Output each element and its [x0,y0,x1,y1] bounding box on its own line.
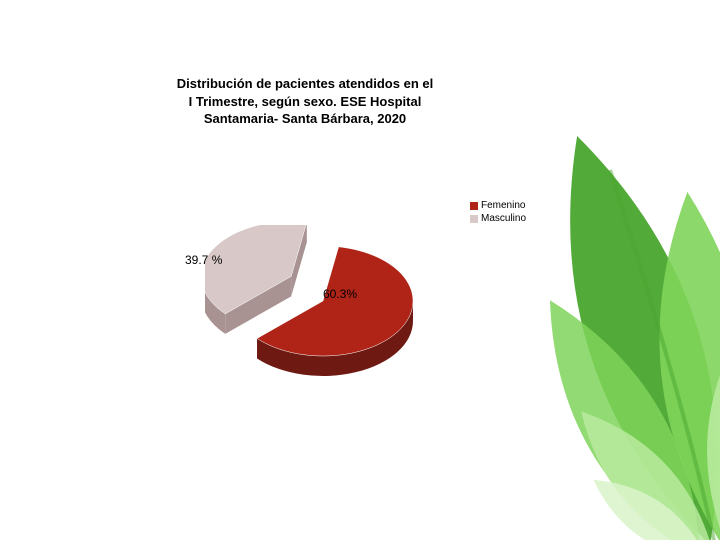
legend-item-femenino: Femenino [470,200,526,211]
chart-title: Distribución de pacientes atendidos en e… [175,75,435,128]
legend-marker-femenino [470,202,478,210]
legend-item-masculino: Masculino [470,213,526,224]
leaf-decoration [460,0,720,540]
chart-legend: Femenino Masculino [470,200,526,226]
legend-label-femenino: Femenino [481,200,525,211]
legend-label-masculino: Masculino [481,213,526,224]
pie-chart [205,225,425,395]
legend-marker-masculino [470,215,478,223]
data-label-masculino: 39.7 % [185,253,222,267]
data-label-femenino: 60.3% [323,287,357,301]
pie-chart-svg [205,225,425,395]
